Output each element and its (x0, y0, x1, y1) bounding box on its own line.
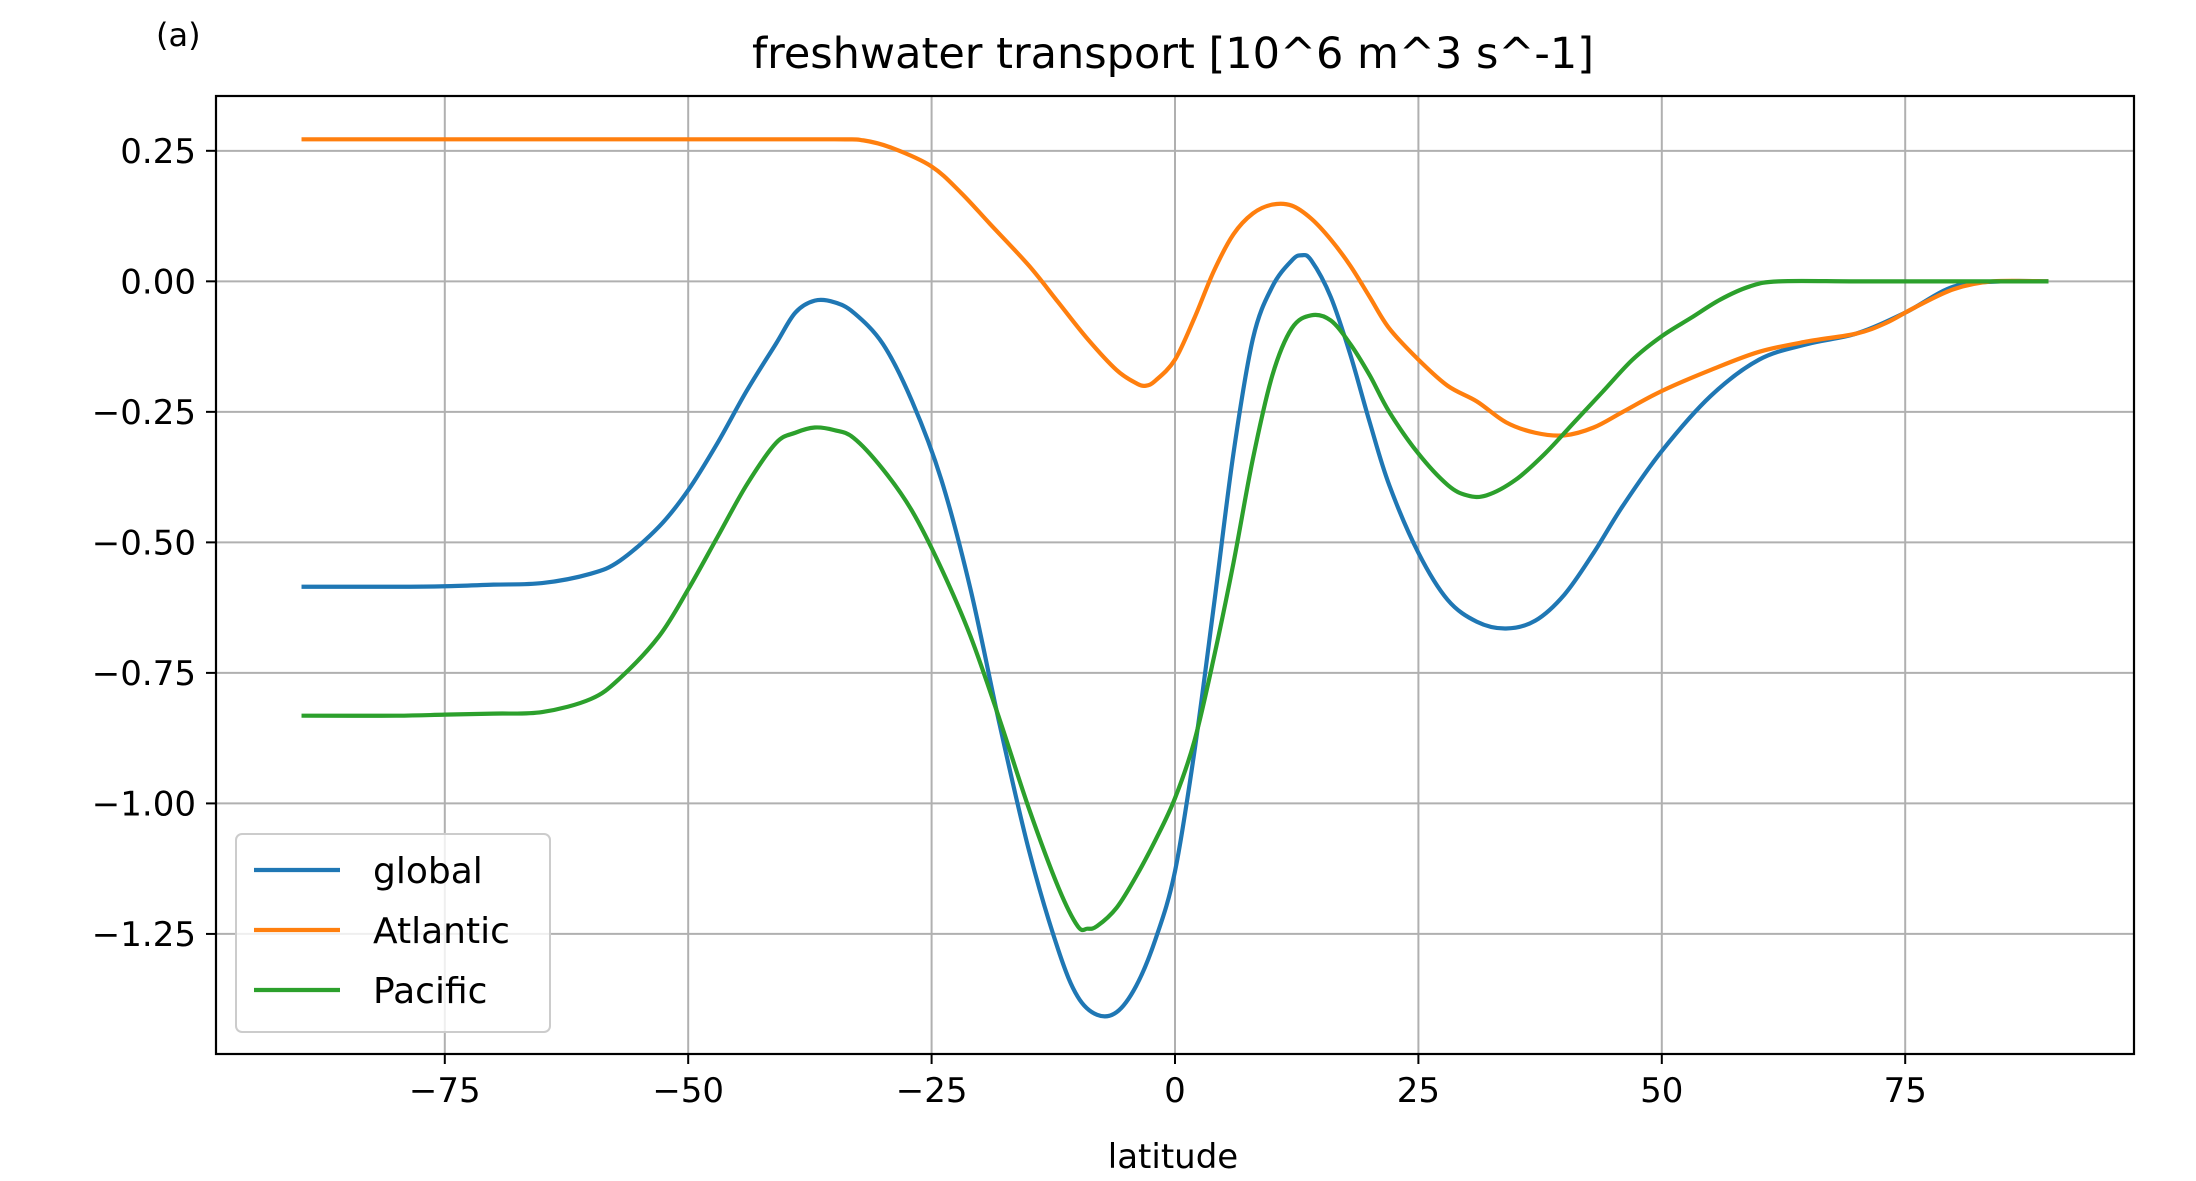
chart-title: freshwater transport [10^6 m^3 s^-1] (752, 29, 1594, 79)
x-tick-label: −50 (652, 1071, 724, 1111)
y-tick-label: 0.25 (120, 132, 196, 172)
y-tick-label: −0.50 (92, 523, 196, 563)
legend-label-atlantic: Atlantic (373, 911, 510, 952)
x-tick-label: 25 (1397, 1071, 1440, 1111)
series-line-global (301, 252, 2049, 1019)
x-tick-label: 50 (1640, 1071, 1683, 1111)
x-axis-label: latitude (1108, 1137, 1238, 1177)
data-series (301, 137, 2049, 1019)
axes-frame (214, 94, 2136, 1056)
series-line-atlantic (301, 137, 2049, 438)
x-tick-label: 75 (1884, 1071, 1927, 1111)
axis-ticks: −75 −50 −25 0 25 50 75 0.25 0.00 −0.25 −0.50 −0.75 −… (92, 132, 1927, 1111)
x-tick-label: −75 (409, 1071, 481, 1111)
legend-label-global: global (373, 851, 483, 892)
y-tick-label: 0.00 (120, 262, 196, 302)
x-tick-label: 0 (1164, 1071, 1186, 1111)
legend-label-pacific: Pacific (373, 971, 487, 1012)
y-tick-label: −1.00 (92, 784, 196, 824)
y-tick-label: −1.25 (92, 915, 196, 955)
legend-box (235, 833, 551, 1033)
x-tick-label: −25 (896, 1071, 968, 1111)
y-tick-label: −0.25 (92, 393, 196, 433)
y-tick-label: −0.75 (92, 654, 196, 694)
panel-label: (a) (156, 16, 201, 54)
series-line-pacific (301, 278, 2049, 933)
legend: global Atlantic Pacific (235, 833, 551, 1033)
grid-lines (216, 96, 2134, 1054)
